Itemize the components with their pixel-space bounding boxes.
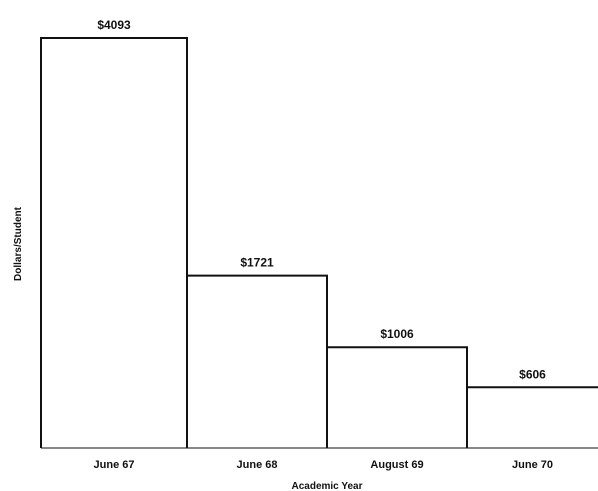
data-label-3: $1006 xyxy=(380,327,414,341)
x-tick-label-2: June 68 xyxy=(237,459,278,471)
x-tick-label-1: June 67 xyxy=(94,459,135,471)
x-tick-label-4: June 70 xyxy=(512,459,553,471)
y-axis-label: Dollars/Student xyxy=(13,206,24,281)
bar-outline-4 xyxy=(466,386,598,448)
x-tick-labels: June 67 June 68 August 69 June 70 xyxy=(94,459,553,471)
x-axis-label: Academic Year xyxy=(292,481,363,491)
data-label-1: $4093 xyxy=(97,18,131,32)
data-labels: $4093 $1721 $1006 $606 xyxy=(97,18,546,381)
bar-4 xyxy=(467,387,598,448)
bar-1 xyxy=(41,38,187,448)
data-label-2: $1721 xyxy=(240,256,274,270)
bar-3 xyxy=(327,347,467,448)
x-tick-label-3: August 69 xyxy=(370,459,423,471)
data-label-4: $606 xyxy=(519,367,546,381)
bars xyxy=(40,37,598,448)
bar-2 xyxy=(187,275,327,448)
bar-outline-1 xyxy=(40,37,188,448)
